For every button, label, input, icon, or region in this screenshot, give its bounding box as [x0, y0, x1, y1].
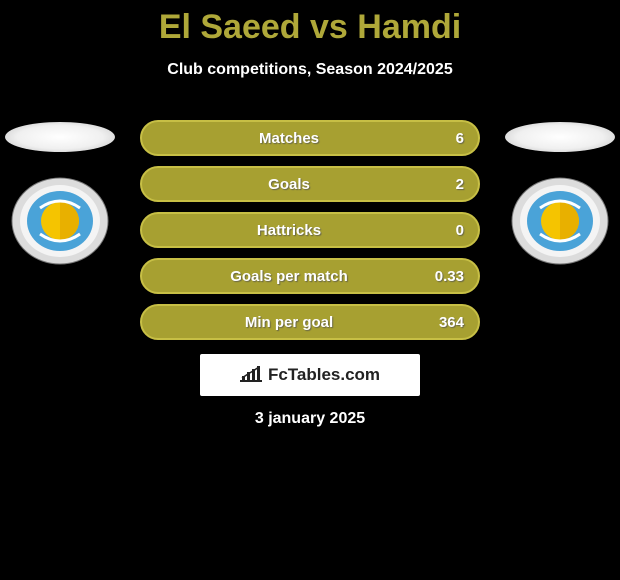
- page-title: El Saeed vs Hamdi: [0, 0, 620, 47]
- club-crest-icon: [510, 176, 610, 266]
- watermark-text: FcTables.com: [268, 365, 380, 385]
- stat-row: Min per goal 364: [140, 304, 480, 340]
- stat-label: Hattricks: [158, 222, 420, 239]
- stat-label: Goals per match: [158, 268, 420, 285]
- stat-value: 364: [420, 314, 464, 331]
- stat-value: 6: [420, 130, 464, 147]
- stat-value: 0: [420, 222, 464, 239]
- generated-date: 3 january 2025: [0, 410, 620, 428]
- subtitle: Club competitions, Season 2024/2025: [0, 61, 620, 79]
- stat-label: Min per goal: [158, 314, 420, 331]
- player-pedestal-right: [505, 122, 615, 152]
- stat-value: 0.33: [420, 268, 464, 285]
- source-watermark: FcTables.com: [200, 354, 420, 396]
- stats-panel: Matches 6 Goals 2 Hattricks 0 Goals per …: [140, 120, 480, 350]
- title-text: El Saeed vs Hamdi: [159, 8, 461, 46]
- stat-row: Goals per match 0.33: [140, 258, 480, 294]
- club-crest-icon: [10, 176, 110, 266]
- stat-row: Goals 2: [140, 166, 480, 202]
- stat-label: Matches: [158, 130, 420, 147]
- bar-chart-icon: [240, 366, 262, 384]
- club-badge-left: [10, 176, 110, 266]
- player-pedestal-left: [5, 122, 115, 152]
- club-badge-right: [510, 176, 610, 266]
- stat-row: Matches 6: [140, 120, 480, 156]
- stat-row: Hattricks 0: [140, 212, 480, 248]
- stat-value: 2: [420, 176, 464, 193]
- stat-label: Goals: [158, 176, 420, 193]
